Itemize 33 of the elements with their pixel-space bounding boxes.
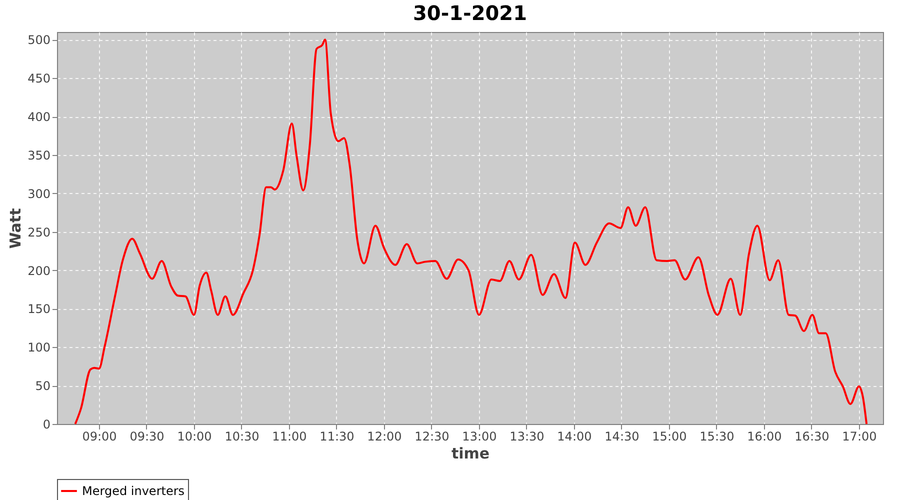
x-tick-label: 10:00 (177, 430, 212, 444)
x-tick-label: 13:30 (510, 430, 544, 444)
y-tick-label: 350 (28, 148, 50, 162)
x-tick-label: 15:00 (652, 430, 687, 444)
x-tick-label: 09:00 (82, 430, 117, 444)
x-tick-label: 09:30 (130, 430, 164, 444)
y-tick-label: 50 (35, 379, 50, 394)
x-tick-label: 15:30 (700, 430, 734, 444)
x-tick-label: 17:00 (842, 430, 877, 444)
x-tick-label: 14:00 (557, 430, 592, 444)
x-tick-label: 12:30 (414, 430, 450, 444)
x-tick-label: 14:30 (604, 430, 640, 444)
y-tick-label: 400 (28, 110, 50, 124)
y-tick-label: 100 (28, 340, 50, 355)
chart-title: 30-1-2021 (412, 1, 528, 25)
x-tick-label: 10:30 (224, 430, 260, 444)
y-tick-label: 300 (28, 186, 50, 201)
y-tick-label: 500 (28, 33, 50, 48)
x-tick-label: 12:00 (367, 430, 402, 444)
legend-label: Merged inverters (82, 484, 185, 498)
x-tick-label: 11:30 (320, 430, 354, 444)
line-series (74, 38, 868, 425)
y-tick-label: 200 (28, 264, 50, 278)
y-axis-title: Watt (6, 208, 25, 249)
x-tick-label: 11:00 (272, 430, 307, 444)
x-axis-title: time (451, 444, 490, 462)
y-tick-label: 450 (28, 72, 50, 86)
x-tick-label: 13:00 (462, 430, 497, 444)
y-tick-label: 150 (28, 302, 50, 316)
y-tick-label: 250 (28, 225, 50, 240)
y-tick-label: 0 (42, 418, 50, 432)
x-tick-label: 16:00 (747, 430, 782, 444)
x-tick-label: 16:30 (794, 430, 830, 444)
